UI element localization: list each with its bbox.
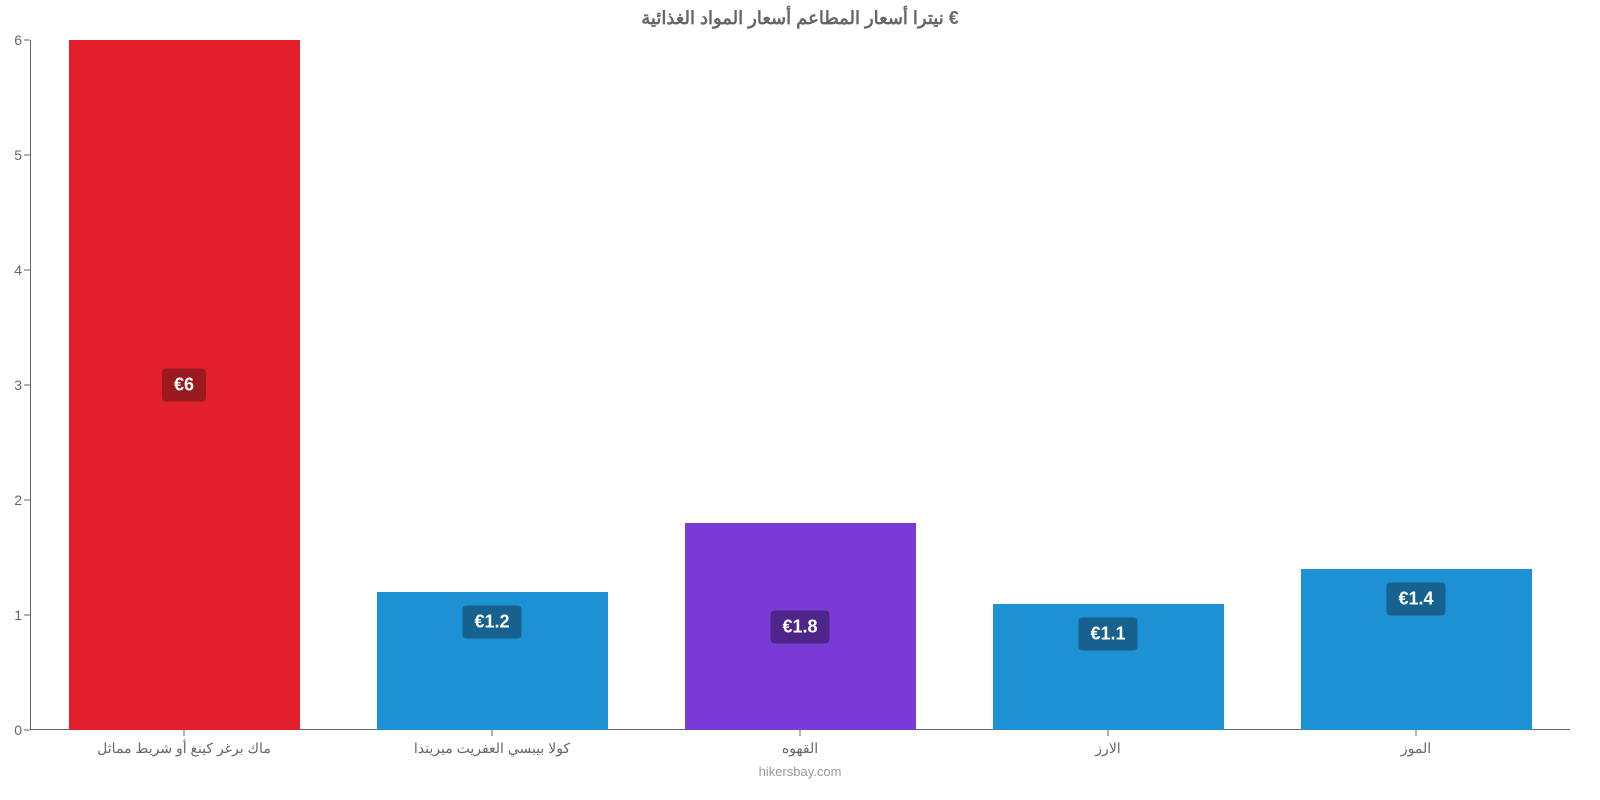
x-tick-mark [1108,730,1109,736]
x-tick-mark [1416,730,1417,736]
value-badge: €1.2 [462,606,521,639]
y-tick-label: 0 [14,722,22,738]
y-tick-mark [24,615,30,616]
x-axis-label: القهوه [782,740,818,757]
y-tick-mark [24,500,30,501]
y-tick-mark [24,385,30,386]
attribution: hikersbay.com [0,764,1600,779]
x-axis-label: الموز [1401,740,1431,757]
value-badge: €1.8 [770,610,829,643]
y-tick-label: 4 [14,262,22,278]
x-tick-mark [492,730,493,736]
chart-container: نيترا أسعار المطاعم أسعار المواد الغذائي… [0,0,1600,800]
chart-title: نيترا أسعار المطاعم أسعار المواد الغذائي… [0,8,1600,29]
x-axis-label: كولا بيبسي العفريت ميريندا [414,740,570,757]
x-tick-mark [184,730,185,736]
x-axis-label: الارز [1095,740,1120,757]
y-tick-label: 6 [14,32,22,48]
x-axis-label: ماك برغر كينغ أو شريط مماثل [97,740,271,757]
plot-area: €6 €1.2 €1.8 €1.1 €1.4 [30,40,1570,730]
y-tick-label: 1 [14,607,22,623]
y-tick-label: 2 [14,492,22,508]
value-badge: €1.4 [1386,583,1445,616]
y-tick-label: 3 [14,377,22,393]
value-badge: €6 [162,369,206,402]
x-tick-mark [800,730,801,736]
y-tick-mark [24,155,30,156]
y-tick-label: 5 [14,147,22,163]
y-tick-mark [24,270,30,271]
bars-area: €6 €1.2 €1.8 €1.1 €1.4 [30,40,1570,730]
value-badge: €1.1 [1078,617,1137,650]
y-tick-mark [24,40,30,41]
y-axis: 0123456 [0,40,30,730]
